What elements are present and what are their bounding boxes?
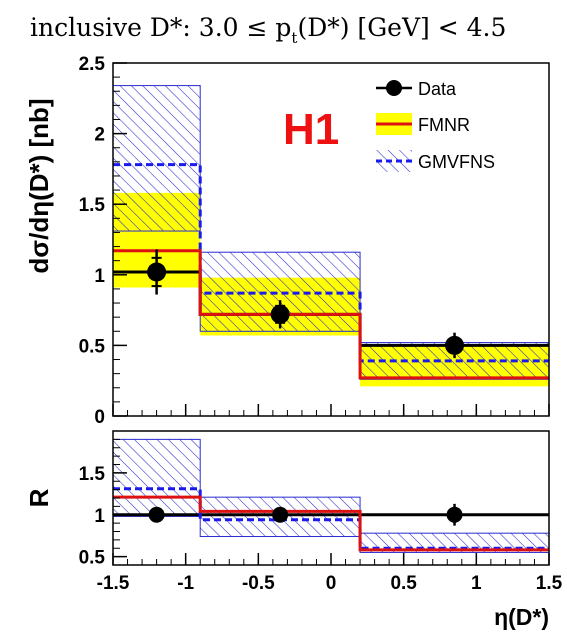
top-ytick-label-5: 2.5 <box>79 54 106 75</box>
h1-logo: H1 <box>283 105 339 154</box>
top-ytick-label-2: 1 <box>94 266 105 287</box>
x-tick-label-2: -0.5 <box>242 573 275 594</box>
legend-gmvfns: GMVFNS <box>376 150 495 172</box>
legend-data: Data <box>376 79 457 99</box>
ratio-ytick-label-1: 1 <box>94 506 105 527</box>
title-rest: (D*) [GeV] < 4.5 <box>297 13 506 42</box>
ratio-data-point-2 <box>446 506 463 523</box>
top-ytick-label-0: 0 <box>94 407 105 428</box>
x-tick-label-1: -1 <box>177 573 194 594</box>
top-data-point-2 <box>445 335 465 355</box>
top-data-point-0 <box>147 262 167 282</box>
ratio-data-point-1 <box>272 506 289 523</box>
ratio-y-axis-label: R <box>24 488 54 507</box>
legend-gmvfns-label: GMVFNS <box>418 152 495 172</box>
x-tick-label-4: 0.5 <box>390 573 417 594</box>
top-gmvfns-central <box>113 163 549 363</box>
top-gmvfns-band-0 <box>112 85 201 232</box>
x-axis-label: η(D*) <box>494 604 549 630</box>
chart-title: inclusive D*: 3.0 ≤ pt(D*) [GeV] < 4.5 <box>30 13 506 47</box>
x-tick-label-0: -1.5 <box>97 573 130 594</box>
top-ytick-label-1: 0.5 <box>79 336 106 357</box>
top-y-axis-label: dσ/dη(D*) [nb] <box>24 98 54 273</box>
title-subscript: t <box>291 29 297 47</box>
ratio-ytick-label-0: 0.5 <box>79 548 106 569</box>
x-tick-label-5: 1 <box>471 573 482 594</box>
legend: Data FMNR GMVFNS <box>376 79 495 172</box>
top-ytick-label-3: 1.5 <box>79 195 106 216</box>
top-data-point-1 <box>270 304 290 324</box>
top-panel: 0 0.5 1 1.5 2 2.5 dσ/dη(D*) [nb] <box>24 54 550 428</box>
ratio-panel: 0.5 1 1.5 R -1.5 -1 -0.5 0 0.5 1 1.5 η(D*) <box>24 430 563 630</box>
ratio-ytick-label-2: 1.5 <box>79 464 106 485</box>
ratio-gmvfns-band-0 <box>112 438 201 517</box>
title-main: inclusive D*: 3.0 ≤ p <box>30 13 291 42</box>
legend-fmnr-label: FMNR <box>418 115 470 135</box>
legend-data-label: Data <box>418 79 457 99</box>
ratio-data-point-0 <box>148 506 165 523</box>
x-tick-label-3: 0 <box>326 573 337 594</box>
x-tick-label-6: 1.5 <box>536 573 563 594</box>
top-ytick-label-4: 2 <box>94 125 105 146</box>
legend-fmnr: FMNR <box>376 113 470 135</box>
